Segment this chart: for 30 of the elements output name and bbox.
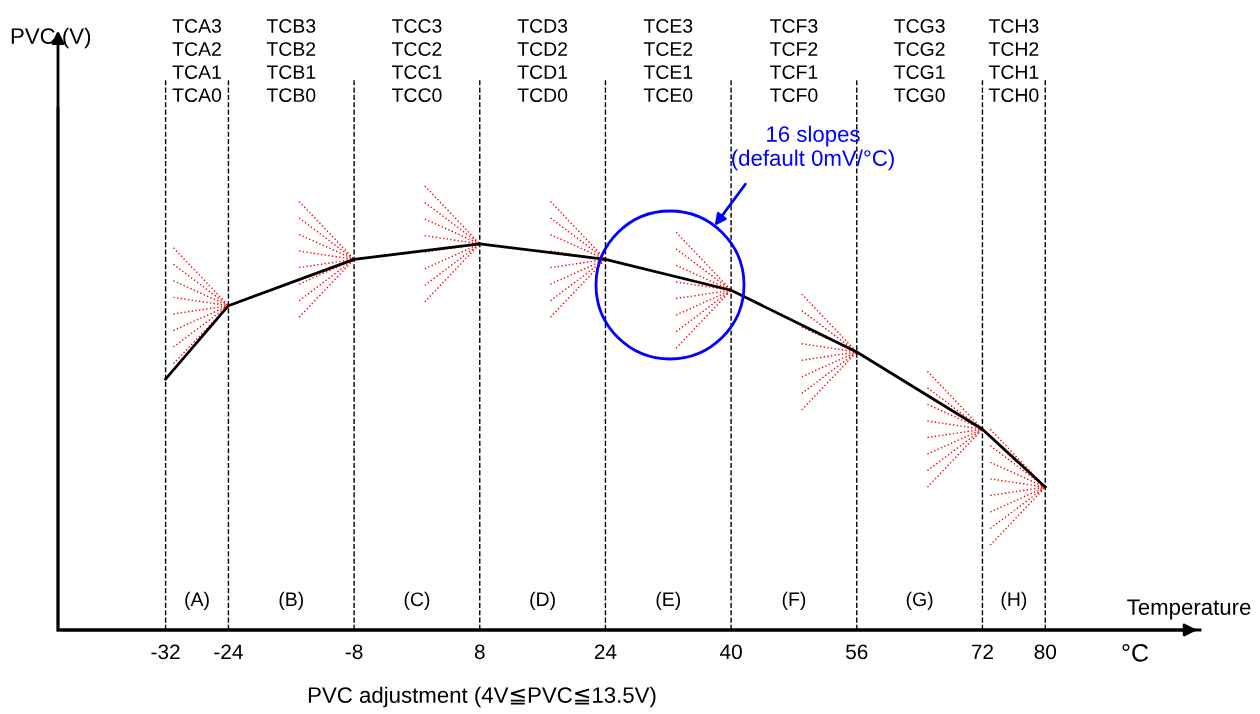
text: TCD3 TCD2 TCD1 TCD0 (517, 19, 568, 103)
annotation: (F) (782, 591, 806, 610)
x-tick-label: 24 (594, 644, 617, 659)
text: °C (1122, 644, 1149, 662)
text: TCC3 TCC2 TCC1 TCC0 (391, 19, 442, 103)
annotation: (H) (1001, 591, 1027, 610)
annotation: (B) (279, 591, 304, 610)
annotation: (D) (530, 591, 555, 610)
text: TCH3 TCH2 TCH1 TCH0 (988, 19, 1039, 103)
x-axis-title: Temperature (1127, 599, 1251, 620)
text: 16 slopes (default 0mV/°C) (732, 125, 894, 171)
x-tick-label: 8 (474, 644, 485, 660)
x-tick-label: -8 (345, 644, 363, 660)
text: TCE3 TCE2 TCE1 TCE0 (643, 19, 693, 103)
text: TCA3 TCA2 TCA1 TCA0 (172, 19, 222, 103)
text: TCF3 TCF2 TCF1 TCF0 (770, 19, 818, 103)
x-tick-label: 72 (971, 644, 993, 659)
annotation: (E) (656, 591, 681, 610)
text: PVC (V) (11, 27, 91, 49)
x-tick-label: -24 (214, 644, 243, 659)
text: PVC adjustment (4V≦PVC≦13.5V) (308, 686, 656, 708)
annotation: (C) (404, 591, 430, 610)
x-tick-label: -32 (151, 644, 180, 660)
text: TCG3 TCG2 TCG1 TCG0 (894, 19, 945, 103)
annotation: (G) (906, 591, 933, 610)
x-tick-label: 80 (1034, 644, 1057, 660)
x-tick-label: 56 (846, 644, 868, 660)
x-tick-label: 40 (720, 644, 742, 660)
text: TCB3 TCB2 TCB1 TCB0 (266, 19, 316, 103)
annotation: (A) (185, 591, 209, 610)
